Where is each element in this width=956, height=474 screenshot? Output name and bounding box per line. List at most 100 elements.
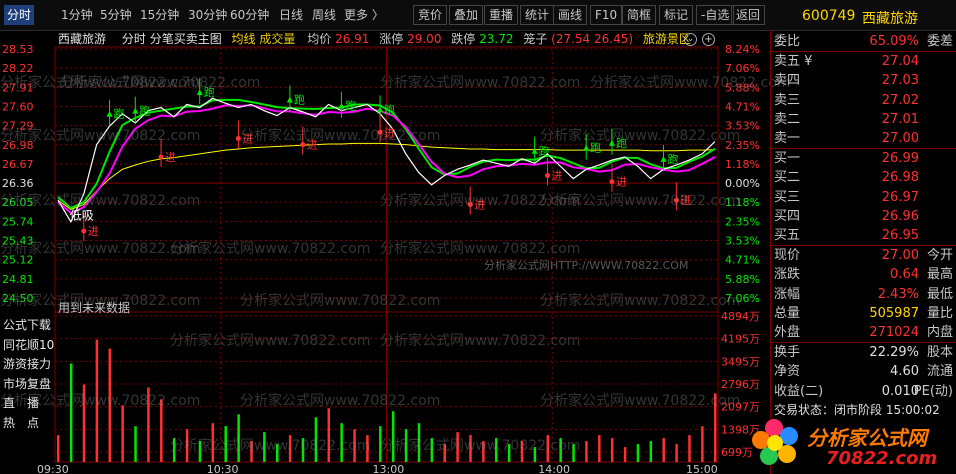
watermark-text: 分析家公式网www.70822.com: [380, 333, 581, 349]
volume-bar: [198, 441, 202, 462]
watermark-text: 分析家公式网www.70822.com: [0, 193, 201, 209]
ask-row-0: 卖五 ¥ 27.04: [771, 52, 956, 71]
volume-bar: [288, 435, 292, 462]
side-button-2[interactable]: 游资接力: [3, 357, 52, 371]
toolbar-button-6[interactable]: 简框: [622, 5, 657, 25]
quote-panel: 委比 65.09% 委差 卖五 ¥ 27.04 卖四 27.03 卖三 27.02 卖二 27.01…: [770, 30, 956, 474]
pct-tick: 7.06%: [725, 292, 760, 305]
buy-signal-label: 进: [384, 126, 395, 139]
quote-row-3-label2: 量比: [926, 305, 953, 321]
trade-status: 交易状态：闭市阶段 15:00:02: [774, 402, 940, 417]
toolbar-button-1[interactable]: 叠加: [449, 5, 484, 25]
price-tick: 25.74: [2, 215, 34, 228]
sell-signal-triangle: [132, 107, 139, 114]
bid-row-4-value: 26.95: [881, 228, 919, 243]
limit-up: 29.00: [407, 32, 442, 46]
stock-name: 西藏旅游: [862, 11, 918, 27]
pct-tick: 4.71%: [725, 254, 760, 267]
price-tick: 27.60: [2, 100, 34, 113]
volume-bar: [585, 441, 588, 462]
pct-tick: 5.88%: [725, 273, 760, 286]
volume-bar: [160, 399, 163, 462]
tab-1[interactable]: 1分钟: [61, 8, 93, 22]
toolbar-button-0[interactable]: 竞价: [413, 5, 448, 25]
toolbar-button-9[interactable]: 返回: [731, 5, 766, 25]
toolbar-button-5[interactable]: F10: [590, 5, 623, 25]
volume-bar: [314, 417, 318, 462]
volume-bar: [443, 444, 446, 462]
buy-signal-dot: [81, 228, 87, 234]
ma-magenta-line: [57, 104, 716, 215]
buy-signal-label: 进: [680, 194, 691, 207]
bid-row-2-value: 26.97: [881, 189, 919, 205]
side-button-5[interactable]: 热 点: [3, 415, 40, 430]
chart-area[interactable]: 西藏旅游 分时 分笔买卖主图 均线 成交量 均价 26.91 涨停 29.00 …: [0, 30, 790, 474]
ask-row-3-label: 卖二: [774, 111, 801, 127]
toolbar-button-7[interactable]: 标记: [659, 5, 694, 25]
time-tick: 13:00: [373, 463, 405, 474]
tab-7[interactable]: 周线: [312, 8, 337, 22]
volume-bar: [507, 444, 511, 462]
site-logo: 分析家公式网 70822.com: [752, 416, 956, 474]
ask-row-3: 卖二 27.01: [771, 110, 956, 129]
limit-down-label: 跌停: [451, 32, 476, 46]
tab-0[interactable]: 分时: [4, 5, 35, 25]
volume-bar: [121, 405, 124, 462]
price-tick: 24.81: [2, 273, 34, 286]
bid-row-3-label: 买四: [774, 208, 801, 224]
quote-row-1-label: 涨跌: [774, 267, 801, 283]
sell-signal-triangle: [338, 102, 345, 109]
side-button-1[interactable]: 同花顺10: [3, 337, 55, 352]
sell-signal-label: 跑: [139, 104, 150, 118]
watermark-text: 分析家公式网www.70822.com: [380, 193, 581, 209]
tab-3[interactable]: 15分钟: [140, 8, 180, 22]
toolbar-button-4[interactable]: 画线: [553, 5, 588, 25]
bid-row-4-label: 买五: [774, 228, 801, 243]
divider: [771, 148, 956, 150]
watermark-text: 分析家公式网www.70822.com: [240, 393, 441, 409]
ask-row-1: 卖四 27.03: [771, 71, 956, 90]
add-icon[interactable]: +: [702, 33, 715, 46]
side-button-0[interactable]: 公式下载: [3, 318, 52, 332]
chart-indicator: 分笔买卖主图: [149, 32, 222, 46]
toolbar-button-3[interactable]: 统计: [520, 5, 555, 25]
tab-2[interactable]: 5分钟: [100, 8, 132, 22]
divider: [771, 51, 956, 53]
toolbar-button-8[interactable]: -自选: [696, 5, 735, 25]
watermark-text: 分析家公式网www.70822.com: [0, 75, 201, 91]
flower-logo-icon: [752, 419, 798, 465]
chart-mode: 分时: [121, 32, 146, 46]
sell-signal-label: 跑: [345, 99, 356, 113]
watermark-text: 分析家公式网www.70822.com: [590, 75, 791, 91]
bid-row-0: 买一 26.99: [771, 149, 956, 168]
volume-bar: [263, 432, 266, 462]
tab-6[interactable]: 日线: [279, 8, 304, 22]
avg-price: 26.91: [335, 32, 370, 46]
limit-up-label: 涨停: [379, 32, 404, 46]
price-tick: 27.29: [2, 120, 34, 133]
tab-4[interactable]: 30分钟: [188, 8, 228, 22]
tab-8[interactable]: 更多 〉: [344, 8, 384, 22]
stat-row-0: 换手 22.29% 股本: [771, 343, 956, 362]
volume-bar: [134, 426, 137, 462]
volume-bar: [211, 423, 215, 462]
buy-signal-label: 进: [165, 151, 176, 164]
settings-icon[interactable]: ⌄: [684, 33, 697, 46]
buy-signal-label: 进: [307, 139, 318, 152]
basket-values: (27.54 26.45): [551, 32, 634, 46]
bid-row-3: 买四 26.96: [771, 207, 956, 226]
pct-tick: 3.53%: [725, 235, 760, 248]
watermark-text: 分析家公式网www.70822.com: [170, 241, 371, 257]
toolbar-button-2[interactable]: 重播: [484, 5, 519, 25]
quote-row-1-value: 0.64: [890, 267, 919, 283]
watermark-text: 分析家公式网www.70822.com: [170, 438, 371, 454]
side-button-4[interactable]: 直 播: [3, 396, 40, 410]
pct-tick: 7.06%: [725, 62, 760, 75]
watermark-text: 分析家公式网www.70822.com: [0, 293, 201, 309]
side-button-3[interactable]: 市场复盘: [3, 376, 52, 391]
logo-url: 70822.com: [826, 448, 938, 469]
watermark-text: 分析家公式网www.70822.com: [380, 438, 581, 454]
volume-bar: [662, 438, 665, 462]
tab-5[interactable]: 60分钟: [230, 8, 270, 22]
volume-bar: [327, 408, 331, 462]
